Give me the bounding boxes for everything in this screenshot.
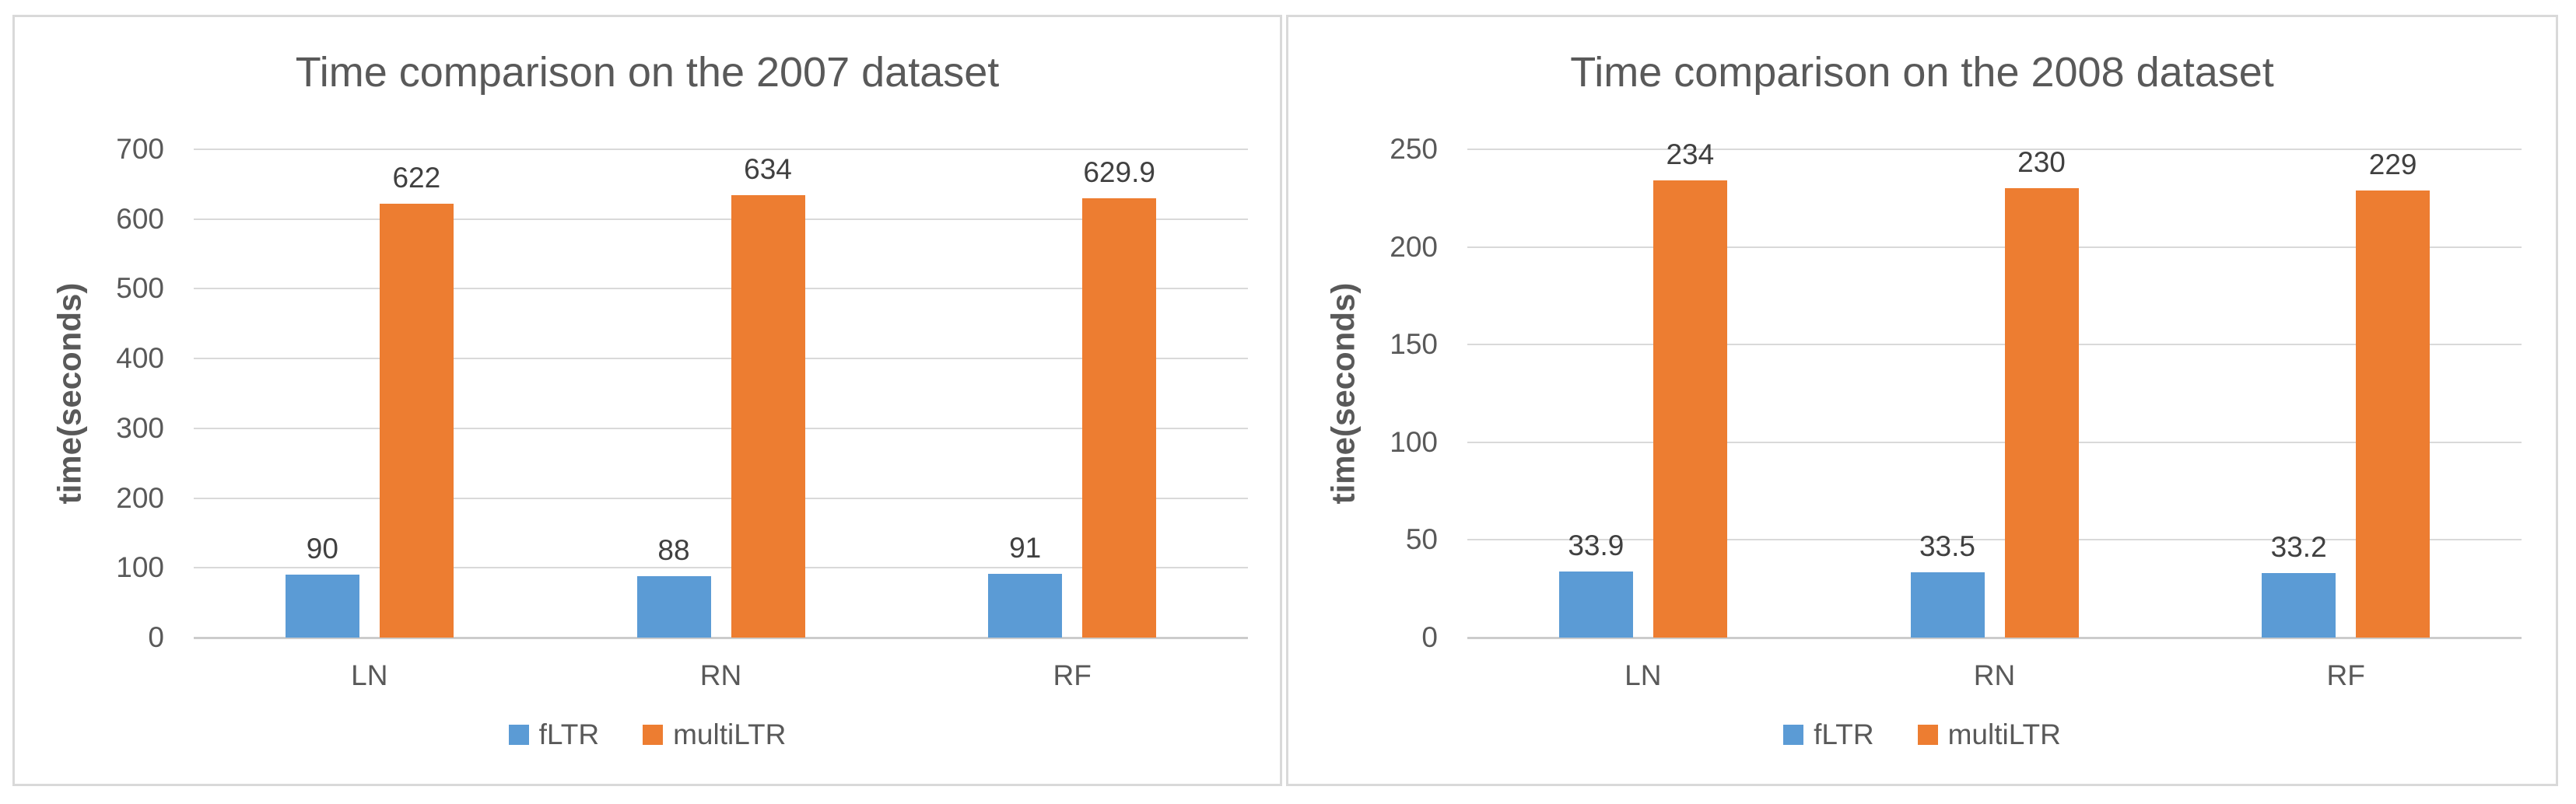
plot-area: 0 50 100 150 200 250 LN RN RF 33.9 33.5 33.2 234 230 2… — [1288, 17, 2556, 784]
bar-fLTR-LN — [285, 575, 359, 638]
y-tick-label: 50 — [1405, 523, 1438, 556]
bar-fLTR-RF — [2262, 572, 2336, 638]
bar-fLTR-RN — [636, 576, 711, 638]
gridline-y-100 — [1467, 441, 2522, 443]
value-label-multiLTR-LN: 622 — [392, 161, 441, 194]
y-tick-label: 250 — [1390, 133, 1438, 165]
y-tick-label: 300 — [116, 411, 164, 444]
bar-multiLTR-LN — [379, 203, 454, 638]
gridline-y-700 — [194, 149, 1248, 150]
y-tick-label: 0 — [1421, 621, 1438, 653]
legend-swatch-fLTR — [1783, 725, 1804, 745]
legend: fLTR multiLTR — [1288, 718, 2556, 751]
legend-swatch-multiLTR — [643, 725, 664, 745]
gridline-y-100 — [194, 567, 1248, 569]
value-label-fLTR-LN: 90 — [306, 533, 338, 565]
y-tick-label: 200 — [116, 481, 164, 514]
bar-multiLTR-RN — [2004, 188, 2079, 638]
y-tick-label: 200 — [1390, 230, 1438, 263]
y-tick-label: 150 — [1390, 328, 1438, 361]
x-category-label-RN: RN — [699, 659, 742, 691]
y-tick-label: 100 — [1390, 425, 1438, 458]
bar-fLTR-RN — [1910, 572, 1985, 638]
value-label-fLTR-RN: 88 — [657, 534, 690, 567]
legend-item-multiLTR: multiLTR — [643, 718, 786, 751]
chart-title: Time comparison on the 2008 dataset — [1570, 49, 2274, 96]
bar-multiLTR-LN — [1652, 180, 1727, 638]
value-label-multiLTR-RN: 634 — [744, 153, 792, 186]
x-category-label-RN: RN — [1973, 659, 2016, 691]
y-tick-label: 600 — [116, 202, 164, 235]
gridline-y-600 — [194, 218, 1248, 220]
bar-fLTR-RF — [988, 574, 1063, 638]
legend-swatch-fLTR — [508, 725, 529, 745]
legend: fLTR multiLTR — [15, 718, 1280, 751]
value-label-fLTR-LN: 33.9 — [1568, 529, 1624, 561]
legend-label-fLTR: fLTR — [538, 718, 600, 750]
value-label-multiLTR-RN: 230 — [2017, 146, 2066, 179]
bar-multiLTR-RF — [2356, 190, 2431, 638]
y-tick-label: 0 — [148, 621, 164, 653]
x-category-label-LN: LN — [351, 659, 388, 691]
x-category-label-LN: LN — [1624, 659, 1662, 691]
bar-multiLTR-RN — [731, 195, 805, 638]
value-label-fLTR-RF: 33.2 — [2270, 530, 2327, 563]
x-category-label-RF: RF — [1053, 659, 1092, 691]
gridline-y-150 — [1467, 344, 2522, 346]
chart-panel-2008: Time comparison on the 2008 dataset time… — [1286, 15, 2558, 786]
gridline-y-0 — [194, 637, 1248, 639]
gridline-y-0 — [1467, 637, 2522, 639]
x-category-label-RF: RF — [2326, 659, 2365, 691]
value-label-multiLTR-RF: 629.9 — [1083, 156, 1155, 188]
legend-label-fLTR: fLTR — [1814, 718, 1874, 750]
y-tick-label: 100 — [116, 551, 164, 584]
gridline-y-400 — [194, 358, 1248, 360]
gridline-y-50 — [1467, 539, 2522, 541]
gridline-y-500 — [194, 288, 1248, 290]
legend-item-multiLTR: multiLTR — [1917, 718, 2061, 751]
value-label-multiLTR-RF: 229 — [2368, 148, 2417, 180]
legend-item-fLTR: fLTR — [1783, 718, 1874, 751]
value-label-fLTR-RN: 33.5 — [1919, 530, 1975, 562]
value-label-multiLTR-LN: 234 — [1666, 138, 1715, 171]
value-label-fLTR-RF: 91 — [1009, 532, 1042, 565]
legend-label-multiLTR: multiLTR — [1947, 718, 2061, 750]
gridline-y-200 — [194, 497, 1248, 499]
legend-swatch-multiLTR — [1917, 725, 1938, 745]
y-tick-label: 400 — [116, 342, 164, 375]
y-tick-label: 700 — [116, 133, 164, 165]
gridline-y-300 — [194, 427, 1248, 429]
gridline-y-250 — [1467, 149, 2522, 150]
gridline-y-200 — [1467, 246, 2522, 248]
legend-item-fLTR: fLTR — [508, 718, 600, 751]
bar-fLTR-LN — [1558, 571, 1633, 638]
chart-panel-2007: Time comparison on the 2007 dataset time… — [12, 15, 1282, 786]
plot-area: 0 100 200 300 400 500 600 700 LN RN RF 90 88 91 622 634… — [15, 17, 1280, 784]
bar-multiLTR-RF — [1082, 198, 1157, 638]
chart-title: Time comparison on the 2007 dataset — [295, 49, 1000, 96]
y-tick-label: 500 — [116, 272, 164, 305]
legend-label-multiLTR: multiLTR — [673, 718, 787, 750]
